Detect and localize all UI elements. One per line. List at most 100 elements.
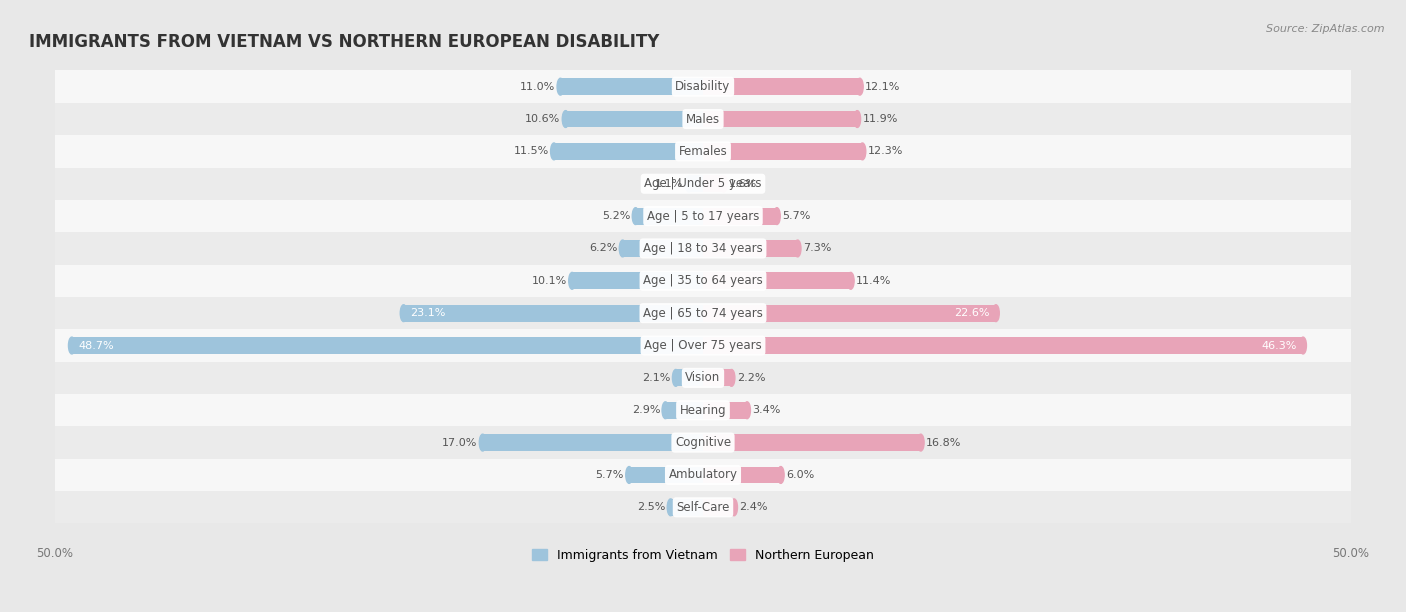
FancyBboxPatch shape: [55, 427, 1351, 459]
Bar: [703, 78, 860, 95]
Circle shape: [773, 207, 780, 225]
Text: 6.0%: 6.0%: [786, 470, 814, 480]
FancyBboxPatch shape: [55, 459, 1351, 491]
Text: 10.6%: 10.6%: [526, 114, 561, 124]
Bar: [703, 402, 747, 419]
Circle shape: [569, 272, 575, 289]
Circle shape: [848, 272, 853, 289]
Text: 12.1%: 12.1%: [865, 81, 900, 92]
Circle shape: [1299, 337, 1306, 354]
Text: Cognitive: Cognitive: [675, 436, 731, 449]
Text: 10.1%: 10.1%: [531, 276, 567, 286]
Legend: Immigrants from Vietnam, Northern European: Immigrants from Vietnam, Northern Europe…: [527, 543, 879, 567]
Text: 46.3%: 46.3%: [1261, 340, 1296, 351]
Text: 5.7%: 5.7%: [596, 470, 624, 480]
Text: Vision: Vision: [685, 371, 721, 384]
Text: 5.7%: 5.7%: [782, 211, 810, 221]
Text: IMMIGRANTS FROM VIETNAM VS NORTHERN EUROPEAN DISABILITY: IMMIGRANTS FROM VIETNAM VS NORTHERN EURO…: [30, 34, 659, 51]
Circle shape: [557, 78, 564, 95]
FancyBboxPatch shape: [55, 297, 1351, 329]
Text: Females: Females: [679, 145, 727, 158]
Circle shape: [401, 305, 406, 321]
Circle shape: [562, 111, 569, 127]
Text: 5.2%: 5.2%: [602, 211, 630, 221]
Circle shape: [672, 370, 679, 386]
FancyBboxPatch shape: [55, 394, 1351, 427]
Bar: [636, 207, 703, 225]
Text: 12.3%: 12.3%: [868, 146, 903, 157]
Text: 2.2%: 2.2%: [737, 373, 765, 383]
Bar: [703, 240, 797, 257]
FancyBboxPatch shape: [55, 264, 1351, 297]
Circle shape: [993, 305, 1000, 321]
Bar: [689, 175, 703, 192]
Circle shape: [662, 402, 669, 419]
Circle shape: [668, 499, 673, 516]
Text: 6.2%: 6.2%: [589, 244, 617, 253]
Circle shape: [633, 207, 638, 225]
Bar: [703, 466, 780, 483]
Bar: [565, 111, 703, 127]
Bar: [703, 272, 851, 289]
Circle shape: [69, 337, 75, 354]
Circle shape: [731, 499, 738, 516]
Bar: [623, 240, 703, 257]
Text: Age | Under 5 years: Age | Under 5 years: [644, 177, 762, 190]
Text: 2.1%: 2.1%: [643, 373, 671, 383]
Circle shape: [619, 240, 626, 257]
Bar: [561, 78, 703, 95]
FancyBboxPatch shape: [55, 103, 1351, 135]
Text: 7.3%: 7.3%: [803, 244, 831, 253]
Text: 11.9%: 11.9%: [862, 114, 898, 124]
Bar: [665, 402, 703, 419]
Text: Disability: Disability: [675, 80, 731, 93]
Circle shape: [744, 402, 751, 419]
Text: 11.5%: 11.5%: [513, 146, 548, 157]
Bar: [628, 466, 703, 483]
Bar: [482, 434, 703, 451]
Text: 48.7%: 48.7%: [79, 340, 114, 351]
Circle shape: [720, 175, 727, 192]
Bar: [703, 434, 921, 451]
Circle shape: [685, 175, 692, 192]
FancyBboxPatch shape: [55, 362, 1351, 394]
Text: 17.0%: 17.0%: [441, 438, 478, 447]
Circle shape: [728, 370, 735, 386]
Text: 22.6%: 22.6%: [953, 308, 990, 318]
Text: Age | 65 to 74 years: Age | 65 to 74 years: [643, 307, 763, 319]
Circle shape: [778, 466, 785, 483]
Circle shape: [551, 143, 557, 160]
Text: Age | Over 75 years: Age | Over 75 years: [644, 339, 762, 352]
Bar: [703, 111, 858, 127]
Text: 1.1%: 1.1%: [655, 179, 683, 188]
Text: 16.8%: 16.8%: [927, 438, 962, 447]
Text: 3.4%: 3.4%: [752, 405, 780, 415]
FancyBboxPatch shape: [55, 233, 1351, 264]
Bar: [671, 499, 703, 516]
Text: 11.0%: 11.0%: [520, 81, 555, 92]
Text: 2.5%: 2.5%: [637, 502, 665, 512]
Bar: [703, 207, 778, 225]
Bar: [703, 175, 724, 192]
Text: Ambulatory: Ambulatory: [668, 468, 738, 482]
Text: 2.4%: 2.4%: [740, 502, 768, 512]
Circle shape: [853, 111, 860, 127]
Bar: [703, 143, 862, 160]
Bar: [554, 143, 703, 160]
Text: Age | 35 to 64 years: Age | 35 to 64 years: [643, 274, 763, 287]
Bar: [703, 499, 734, 516]
Text: Source: ZipAtlas.com: Source: ZipAtlas.com: [1267, 24, 1385, 34]
FancyBboxPatch shape: [55, 135, 1351, 168]
FancyBboxPatch shape: [55, 329, 1351, 362]
Bar: [703, 370, 731, 386]
Circle shape: [626, 466, 633, 483]
Circle shape: [859, 143, 866, 160]
FancyBboxPatch shape: [55, 200, 1351, 233]
Text: Age | 5 to 17 years: Age | 5 to 17 years: [647, 209, 759, 223]
Bar: [404, 305, 703, 321]
Bar: [676, 370, 703, 386]
Bar: [72, 337, 703, 354]
Text: Males: Males: [686, 113, 720, 125]
Circle shape: [856, 78, 863, 95]
Text: Age | 18 to 34 years: Age | 18 to 34 years: [643, 242, 763, 255]
